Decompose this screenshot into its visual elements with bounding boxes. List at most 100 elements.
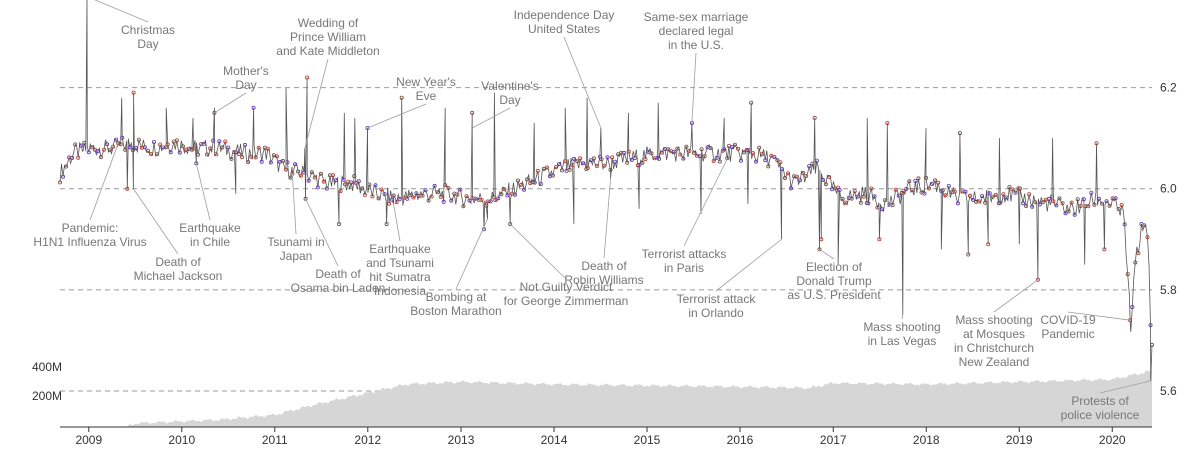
data-point — [458, 187, 463, 192]
event-leader-line — [304, 58, 329, 149]
data-point — [722, 147, 727, 152]
data-point — [479, 197, 484, 202]
data-point — [274, 154, 279, 159]
data-point — [1094, 141, 1099, 146]
data-point — [732, 142, 737, 147]
data-point — [699, 147, 704, 152]
data-point — [588, 158, 593, 163]
data-point — [373, 183, 378, 188]
x-tick-label: 2017 — [820, 433, 847, 447]
y-tick-label: 5.8 — [1160, 283, 1177, 297]
data-point — [151, 139, 156, 144]
data-point — [754, 159, 759, 164]
event-label: Mass shooting — [863, 320, 940, 334]
event-leader-line — [563, 36, 602, 129]
data-point — [890, 203, 895, 208]
data-point — [508, 222, 513, 227]
event-leader-line — [455, 218, 488, 290]
data-point — [963, 189, 968, 194]
data-point — [387, 201, 392, 206]
event-label: police violence — [1061, 408, 1140, 422]
data-point — [933, 178, 938, 183]
data-point — [1054, 203, 1059, 208]
data-point — [280, 158, 285, 163]
data-point — [702, 154, 707, 159]
event-leader-line — [472, 107, 511, 129]
series-path — [59, 0, 1153, 381]
data-point — [640, 160, 645, 165]
data-point — [306, 178, 311, 183]
data-point — [922, 191, 927, 196]
data-point — [443, 183, 448, 188]
data-point — [936, 180, 941, 185]
data-point — [599, 157, 604, 162]
event-leader-line — [94, 0, 149, 23]
event-label: Day — [137, 37, 158, 51]
data-point — [883, 198, 888, 203]
data-point — [823, 182, 828, 187]
data-point — [242, 142, 247, 147]
data-point — [499, 192, 504, 197]
data-point — [1130, 304, 1135, 309]
data-point — [441, 199, 446, 204]
data-point — [795, 174, 800, 179]
data-point — [637, 162, 642, 167]
data-point — [496, 196, 501, 201]
data-point — [1113, 196, 1118, 201]
data-point — [1057, 196, 1062, 201]
event-label: declared legal — [659, 24, 734, 38]
data-point — [365, 126, 370, 131]
data-point — [1096, 196, 1101, 201]
axes: 6.2 6.0 5.8 5.6 2009 2010 2011 2012 2013 2014 2015… — [60, 81, 1177, 447]
event-label: Terrorist attack — [677, 292, 757, 306]
data-point — [554, 165, 559, 170]
data-point — [827, 174, 832, 179]
data-point — [672, 149, 677, 154]
data-point — [341, 177, 346, 182]
data-point — [253, 155, 258, 160]
x-tick-label: 2014 — [541, 433, 568, 447]
event-label: Protests of — [1071, 394, 1129, 408]
event-label: Earthquake — [179, 221, 241, 235]
y-tick-label: 6.2 — [1160, 81, 1177, 95]
data-point — [356, 179, 361, 184]
data-point — [749, 100, 754, 105]
event-leader-line — [367, 103, 427, 129]
event-label: Mother's — [223, 64, 269, 78]
data-point — [174, 138, 179, 143]
event-label: for George Zimmerman — [504, 294, 629, 308]
event-label: Osama bin Laden — [291, 281, 386, 295]
data-point — [880, 207, 885, 212]
data-point — [283, 167, 288, 172]
event-label: Mass shooting — [955, 313, 1032, 327]
data-point — [622, 150, 627, 155]
data-point — [1040, 200, 1045, 205]
event-label: Indonesia — [374, 284, 426, 298]
data-point — [1018, 186, 1023, 191]
data-point — [382, 192, 387, 197]
data-point — [924, 175, 929, 180]
data-point — [594, 163, 599, 168]
data-point — [1035, 277, 1040, 282]
data-point — [532, 180, 537, 185]
data-point — [1049, 194, 1054, 199]
data-point — [560, 168, 565, 173]
data-point — [1133, 260, 1138, 265]
data-point — [423, 188, 428, 193]
data-point — [952, 189, 957, 194]
data-point — [714, 155, 719, 160]
data-point — [585, 165, 590, 170]
data-point — [516, 178, 521, 183]
data-point — [772, 155, 777, 160]
data-point — [82, 140, 87, 145]
data-point — [1092, 202, 1097, 207]
event-leader-line — [1067, 311, 1131, 321]
event-label: Death of — [315, 267, 361, 281]
data-point — [484, 203, 489, 208]
